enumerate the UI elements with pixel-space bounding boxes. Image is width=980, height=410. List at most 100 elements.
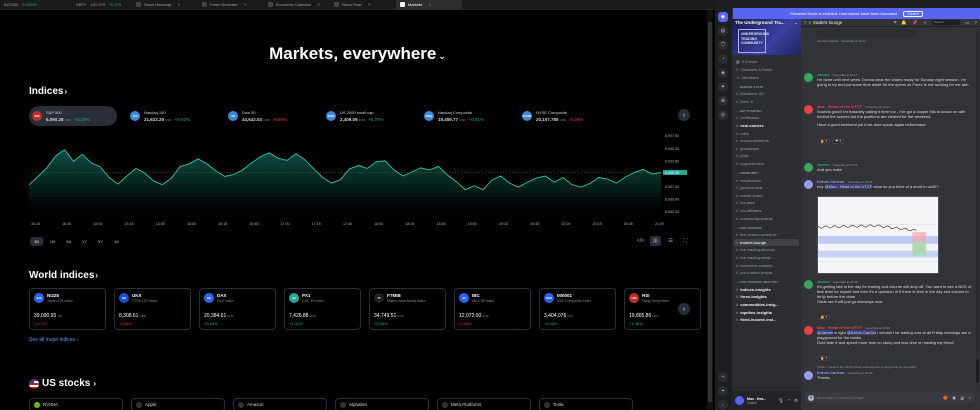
search-input[interactable]: Search bbox=[932, 20, 961, 25]
server-icon[interactable]: ◎ bbox=[718, 110, 728, 120]
stock-card[interactable]: Apple bbox=[131, 398, 225, 410]
world-carousel-next-button[interactable]: › bbox=[678, 303, 690, 315]
channel-item[interactable]: # live-trading-discuss... bbox=[732, 246, 801, 254]
message-author[interactable]: Max - Head of the UTCF bbox=[817, 104, 862, 109]
fullscreen-icon[interactable]: ⛶ bbox=[683, 238, 688, 244]
server-icon[interactable]: ◔ bbox=[718, 54, 728, 64]
user-mention[interactable]: @James bbox=[817, 330, 833, 335]
channel-item[interactable]: # polls bbox=[732, 152, 801, 160]
channel-item[interactable]: # rules bbox=[732, 129, 801, 137]
channel-item[interactable]: # giveaways bbox=[732, 145, 801, 153]
us-stocks-title[interactable]: US stocks › bbox=[29, 378, 96, 389]
inbox-icon[interactable]: ▭ bbox=[965, 19, 970, 25]
channel-category[interactable]: ⌄ COMMUNITY bbox=[736, 171, 759, 176]
channel-category[interactable]: ⌄ LIVE TRADING bbox=[736, 225, 762, 230]
direct-messages-icon[interactable]: ◉ bbox=[718, 12, 728, 22]
avatar[interactable] bbox=[804, 163, 813, 172]
channel-item[interactable]: # general-chat bbox=[732, 184, 801, 192]
channel-item[interactable]: # equities-insights bbox=[732, 308, 801, 316]
channel-category[interactable]: ⌄ GET STARTED bbox=[736, 109, 762, 114]
channel-item[interactable]: # upgrade-here bbox=[732, 160, 801, 168]
channel-item[interactable]: # forex-insights bbox=[732, 293, 801, 301]
reaction[interactable]: ❤ 1 bbox=[832, 138, 845, 144]
channel-item[interactable]: # Bots: 8 bbox=[732, 98, 801, 106]
sticker-icon[interactable]: ◪ bbox=[960, 395, 964, 400]
threads-icon[interactable]: ⌗ bbox=[893, 20, 897, 25]
indices-title[interactable]: Indices› bbox=[29, 86, 67, 97]
chart-screenshot-image[interactable] bbox=[817, 196, 939, 274]
time-range-button[interactable]: 1D bbox=[30, 237, 43, 246]
channel-item[interactable]: # meme-share bbox=[732, 192, 801, 200]
channel-item[interactable]: # economic-catalyst... bbox=[732, 261, 801, 269]
index-chip[interactable]: NYSE NYSE Composite 20,107.785 USD -0.25% bbox=[519, 106, 607, 126]
server-icon[interactable]: ⛉ bbox=[718, 40, 728, 50]
members-list-icon[interactable]: ☺ bbox=[922, 20, 928, 25]
channel-item[interactable]: # verification bbox=[732, 114, 801, 122]
tab-forex-screener[interactable]: Forex Screener ✕ bbox=[198, 0, 264, 10]
scrollbar-thumb[interactable] bbox=[976, 359, 979, 383]
stock-card[interactable]: Meta Platforms bbox=[437, 398, 531, 410]
stock-card[interactable]: Tesla bbox=[539, 398, 633, 410]
channel-item[interactable]: # Members: 63 bbox=[732, 90, 801, 98]
world-index-card[interactable]: HSI HSI Hang Seng Index 19,865.85HKD +1.36% bbox=[624, 288, 701, 330]
tab-stock-heatmap[interactable]: Stock Heatmap ✕ bbox=[132, 0, 198, 10]
hero-title[interactable]: Markets, everywhere ⌄ bbox=[0, 44, 715, 64]
channel-item[interactable]: # introduction bbox=[732, 176, 801, 184]
channel-item[interactable]: # pre-market-prepar... bbox=[732, 269, 801, 277]
time-range-button[interactable]: 3M bbox=[65, 239, 72, 244]
avatar[interactable] bbox=[804, 105, 813, 114]
scrollbar-thumb[interactable] bbox=[708, 22, 712, 402]
world-index-card[interactable]: UK UKX FTSE 100 Index 8,308.61GBP -0.49% bbox=[114, 288, 191, 330]
channel-item[interactable]: # traders-lounge bbox=[734, 238, 799, 247]
channel-item[interactable]: # fixed-income-insi... bbox=[732, 316, 801, 324]
embed-code-icon[interactable]: </> bbox=[636, 238, 645, 244]
avatar[interactable] bbox=[804, 180, 813, 189]
add-attachment-icon[interactable]: + bbox=[808, 394, 814, 401]
server-icon[interactable]: ✦ bbox=[718, 82, 728, 92]
close-icon[interactable]: ✕ bbox=[367, 2, 371, 7]
server-icon[interactable]: ⊕ bbox=[718, 96, 728, 106]
channel-category[interactable]: ⌄ SERVER STATS bbox=[736, 85, 764, 89]
avatar[interactable] bbox=[804, 73, 813, 82]
add-server-icon[interactable]: + bbox=[718, 372, 728, 382]
stock-card[interactable]: Amazon bbox=[233, 398, 327, 410]
close-icon[interactable]: ✕ bbox=[428, 2, 432, 7]
members-link[interactable]: ☺ Members bbox=[732, 73, 801, 81]
channel-item[interactable]: # live-events-schedule bbox=[732, 231, 801, 239]
time-range-button[interactable]: 1M bbox=[49, 239, 56, 244]
avatar[interactable] bbox=[735, 396, 744, 405]
world-index-card[interactable]: SSE 000001 SSE Composite Index 3,404.076CNY… bbox=[539, 288, 616, 330]
tab-economic-calendar[interactable]: Economic Calendar ✕ bbox=[264, 0, 330, 10]
help-icon[interactable]: ? bbox=[974, 20, 977, 25]
message-author[interactable]: Max - Head of the UTCF bbox=[817, 325, 862, 330]
time-range-button[interactable]: 1Y bbox=[82, 239, 87, 244]
channel-item[interactable]: # new-comers bbox=[732, 122, 801, 130]
server-icon[interactable]: ◍ bbox=[718, 26, 728, 36]
stock-card[interactable]: NVIDIA bbox=[29, 398, 123, 410]
channel-category[interactable]: ⌄ LIVE TRADING ANALYSIS bbox=[736, 280, 779, 285]
avatar[interactable] bbox=[804, 371, 813, 380]
tab-ticker[interactable]: BZZ950 0.18290 bbox=[0, 0, 72, 10]
index-chart[interactable]: 6,097.50 6,095.00 6,092.50 6,090.28 6,087.50… bbox=[29, 132, 689, 232]
bell-icon[interactable]: 🔔 bbox=[901, 19, 907, 25]
explore-icon[interactable]: ⌖ bbox=[718, 386, 728, 396]
channel-item[interactable]: # commodities-insig... bbox=[732, 301, 801, 309]
index-chip[interactable]: 500 S&P 500 5,090.28 USD +0.25% bbox=[29, 106, 117, 126]
user-info[interactable]: Max - Hea... Online bbox=[747, 397, 766, 405]
carousel-next-button[interactable]: › bbox=[678, 109, 690, 121]
channel-item[interactable]: # fax-here bbox=[732, 199, 801, 207]
avatar[interactable] bbox=[804, 280, 813, 289]
message-author[interactable]: Kelvin Carrion bbox=[817, 179, 845, 184]
reaction[interactable]: 🔥 1 bbox=[817, 138, 831, 144]
message-author[interactable]: Kelvin Carrion bbox=[817, 370, 845, 375]
reaction[interactable]: 🔥 1 bbox=[817, 355, 831, 361]
reaction[interactable]: 👍 1 bbox=[817, 314, 831, 320]
tab-news-flow[interactable]: News Flow ✕ bbox=[330, 0, 396, 10]
world-indices-title[interactable]: World indices› bbox=[29, 270, 98, 281]
gif-icon[interactable]: ▣ bbox=[952, 395, 957, 400]
message-input[interactable]: + Message # traders-lounge 🎁 ▣ ◪ ☺ bbox=[805, 392, 975, 403]
world-index-card[interactable]: 40 PX1 CAC 40 Index 7,426.88EUR +1.31% bbox=[284, 288, 361, 330]
world-index-card[interactable]: 35 IBC IBEX 35 Index 12,072.00EUR -0.39% bbox=[454, 288, 531, 330]
snapshot-icon[interactable]: ⊟ bbox=[668, 238, 673, 244]
download-icon[interactable]: ↓ bbox=[718, 400, 728, 410]
